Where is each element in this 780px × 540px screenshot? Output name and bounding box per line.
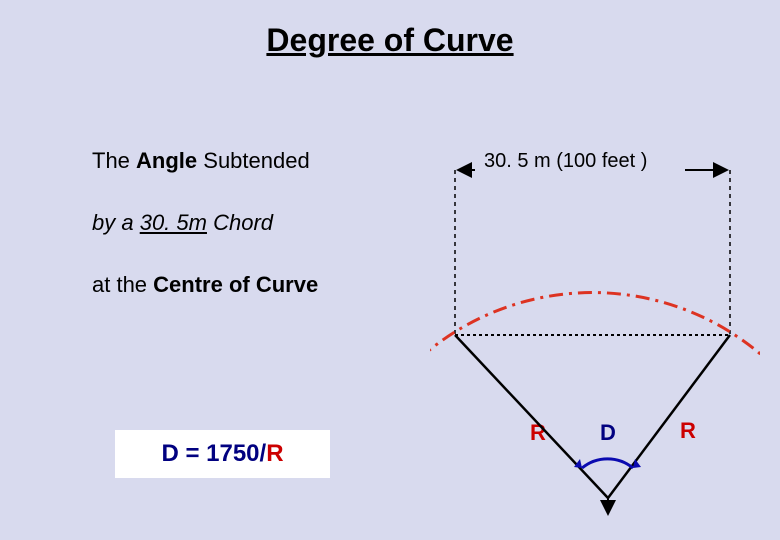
text-bold: Centre of Curve: [153, 272, 318, 297]
diagram-svg: [430, 140, 760, 520]
text-fragment: at the: [92, 272, 153, 297]
text-bold: Angle: [136, 148, 203, 173]
text-underline: 30. 5m: [140, 210, 207, 235]
text-line-2: by a 30. 5m Chord: [92, 210, 273, 236]
text-fragment: Chord: [207, 210, 273, 235]
text-fragment: The: [92, 148, 136, 173]
text-line-1: The Angle Subtended: [92, 148, 310, 174]
text-fragment: by a: [92, 210, 140, 235]
text-line-3: at the Centre of Curve: [92, 272, 318, 298]
formula-left: D = 1750/: [161, 440, 266, 468]
text-fragment: Subtended: [203, 148, 309, 173]
curve-diagram: [430, 140, 760, 520]
formula-r: R: [266, 440, 283, 468]
formula-box: D = 1750/R: [115, 430, 330, 478]
page-title: Degree of Curve: [0, 22, 780, 59]
